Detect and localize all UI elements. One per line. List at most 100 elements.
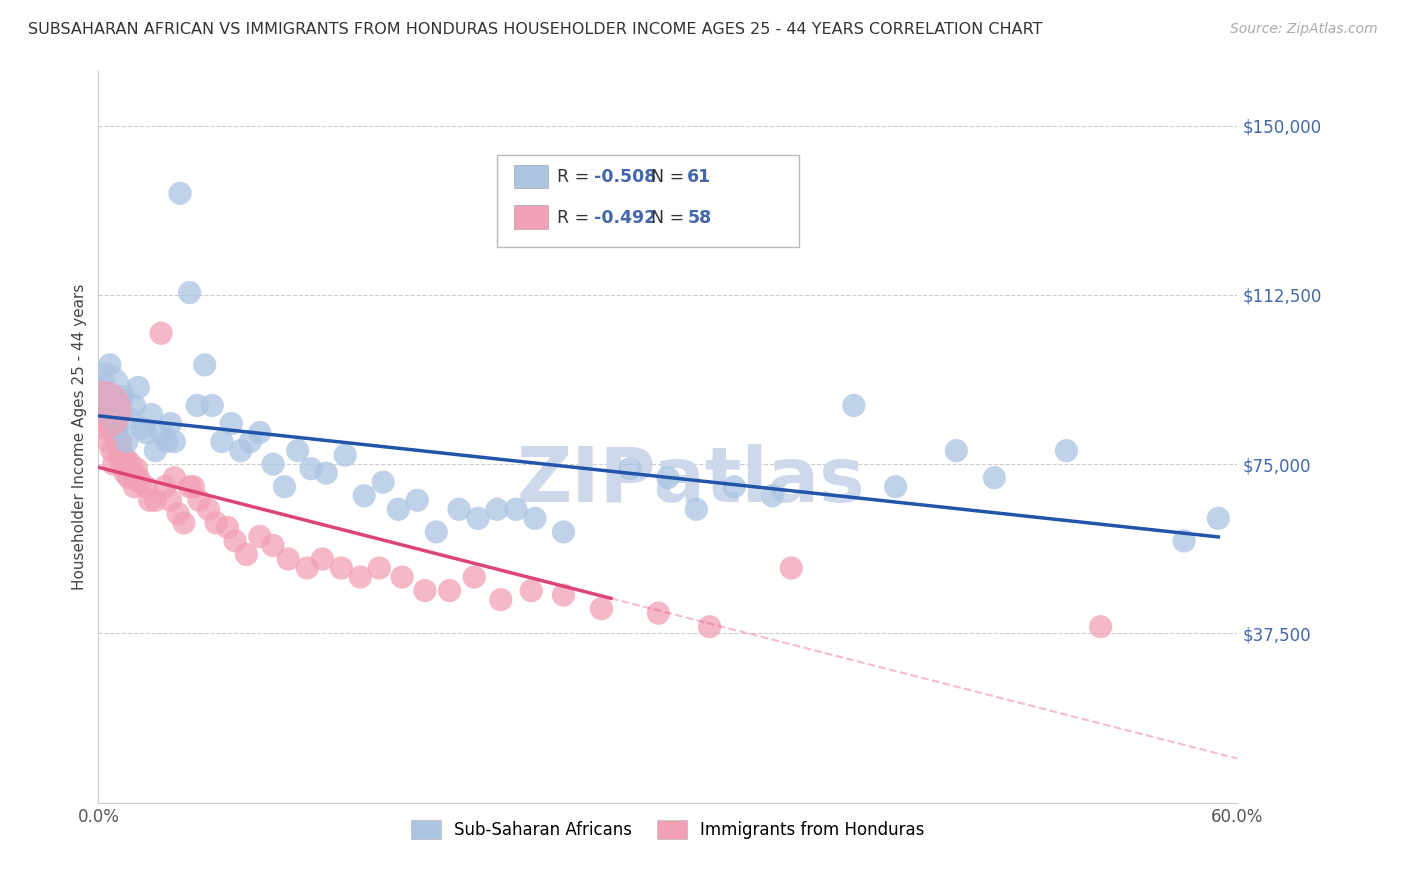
Point [262, 538, 284, 552]
Point [120, 457, 142, 471]
Point [127, 471, 149, 485]
Point [1090, 620, 1112, 634]
FancyBboxPatch shape [498, 155, 799, 247]
Text: N =: N = [651, 209, 689, 227]
Point [371, 475, 394, 490]
Point [273, 480, 295, 494]
Point [183, 480, 205, 494]
Point [188, 493, 211, 508]
Point [619, 461, 641, 475]
Point [520, 583, 543, 598]
Point [945, 443, 967, 458]
Point [100, 443, 122, 458]
Point [97, 434, 120, 449]
Point [167, 507, 190, 521]
Point [135, 425, 157, 440]
Point [112, 448, 135, 462]
Legend: Sub-Saharan Africans, Immigrants from Honduras: Sub-Saharan Africans, Immigrants from Ho… [404, 814, 932, 846]
Point [505, 502, 527, 516]
Text: SUBSAHARAN AFRICAN VS IMMIGRANTS FROM HONDURAS HOUSEHOLDER INCOME AGES 25 - 44 Y: SUBSAHARAN AFRICAN VS IMMIGRANTS FROM HO… [28, 22, 1043, 37]
Point [287, 443, 309, 458]
Point [406, 493, 429, 508]
Point [91, 384, 114, 399]
Point [98, 358, 121, 372]
Point [120, 412, 142, 426]
Point [217, 520, 239, 534]
Text: -0.492: -0.492 [593, 209, 657, 227]
Point [486, 502, 509, 516]
Point [104, 425, 127, 440]
Point [335, 448, 357, 462]
Point [124, 480, 146, 494]
Point [884, 480, 907, 494]
Point [94, 399, 117, 413]
Bar [515, 205, 548, 228]
Point [186, 399, 208, 413]
Point [387, 502, 409, 516]
Point [553, 588, 575, 602]
Point [699, 620, 721, 634]
Point [125, 461, 148, 475]
Point [138, 493, 160, 508]
Point [277, 552, 299, 566]
Point [439, 583, 461, 598]
Point [150, 425, 173, 440]
Point [1173, 533, 1195, 548]
Point [449, 502, 471, 516]
Point [553, 524, 575, 539]
Point [201, 399, 224, 413]
Point [141, 408, 163, 422]
Text: -0.508: -0.508 [593, 168, 657, 186]
Point [103, 457, 125, 471]
Point [591, 601, 613, 615]
Point [224, 533, 246, 548]
Point [179, 285, 201, 300]
Point [297, 561, 319, 575]
Point [115, 452, 138, 467]
Point [489, 592, 512, 607]
Point [262, 457, 284, 471]
Point [103, 389, 125, 403]
Point [145, 493, 167, 508]
Point [315, 466, 337, 480]
Point [249, 529, 271, 543]
Point [107, 421, 129, 435]
Point [197, 502, 219, 516]
Point [657, 471, 679, 485]
Point [249, 425, 271, 440]
Point [842, 399, 865, 413]
Point [131, 421, 153, 435]
Point [211, 434, 233, 449]
Point [761, 489, 783, 503]
Text: 61: 61 [688, 168, 711, 186]
Point [391, 570, 413, 584]
Text: ZIPatlas: ZIPatlas [516, 444, 865, 518]
Point [91, 403, 114, 417]
Point [91, 389, 114, 403]
Point [169, 186, 191, 201]
Point [150, 326, 173, 341]
Text: R =: R = [557, 168, 595, 186]
Point [239, 434, 262, 449]
Y-axis label: Householder Income Ages 25 - 44 years: Householder Income Ages 25 - 44 years [72, 284, 87, 591]
Point [98, 421, 121, 435]
Point [104, 408, 127, 422]
Point [723, 480, 745, 494]
Point [89, 403, 111, 417]
Point [100, 412, 122, 426]
Point [93, 412, 115, 426]
Text: R =: R = [557, 209, 595, 227]
Point [524, 511, 547, 525]
Point [108, 408, 131, 422]
Point [118, 471, 141, 485]
Point [413, 583, 436, 598]
Point [221, 417, 243, 431]
Point [115, 434, 138, 449]
Point [353, 489, 375, 503]
Point [129, 475, 152, 490]
Point [311, 552, 333, 566]
Point [163, 434, 186, 449]
Point [425, 524, 447, 539]
Text: Source: ZipAtlas.com: Source: ZipAtlas.com [1230, 22, 1378, 37]
Point [983, 471, 1005, 485]
